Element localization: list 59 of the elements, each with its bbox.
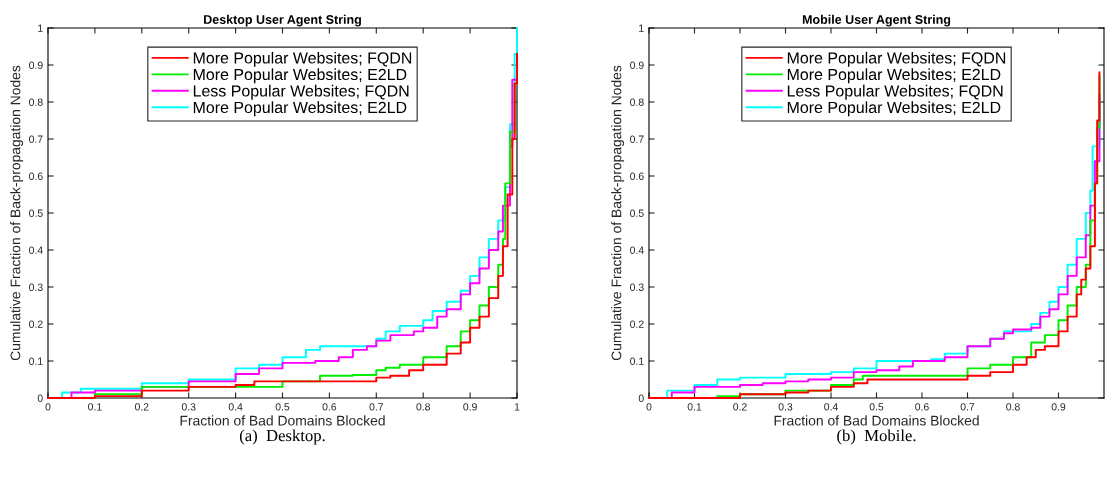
legend-label: Less Popular Websites; FQDN: [787, 84, 1003, 100]
x-tick-label: 0.7: [960, 403, 975, 411]
legend-label: More Popular Websites; E2LD: [787, 101, 1001, 117]
y-tick-label: 0.9: [630, 61, 644, 69]
y-tick-label: 0.3: [29, 283, 43, 291]
x-tick-label: 0.8: [416, 403, 430, 411]
x-tick-label: 1: [514, 403, 520, 411]
x-tick-label: 0.1: [687, 403, 702, 411]
x-tick-label: 0.3: [778, 403, 793, 411]
x-tick-label: 0.6: [915, 403, 929, 411]
x-tick-label: 0.9: [1051, 403, 1066, 411]
y-tick-label: 0.3: [630, 283, 644, 291]
y-axis-title: Cumulative Fraction of Back-propagation Nodes: [10, 65, 24, 361]
x-tick-label: 0.5: [869, 403, 884, 411]
x-tick-label: 0: [45, 403, 51, 411]
y-tick-label: 0.5: [630, 209, 644, 217]
y-tick-label: 0.1: [29, 357, 43, 365]
text: (a) Desktop.: [239, 429, 325, 445]
x-tick-label: 0.2: [134, 403, 149, 411]
x-tick-label: 0: [646, 403, 652, 411]
x-tick-label: 0.9: [463, 403, 477, 411]
y-tick-label: 0: [638, 394, 644, 402]
y-tick-label: 0.8: [29, 98, 43, 106]
x-axis-title: Fraction of Bad Domains Blocked: [180, 415, 385, 426]
x-tick-label: 0.8: [1006, 403, 1020, 411]
x-tick-label: 0.2: [733, 403, 747, 411]
x-tick-label: 0.4: [824, 403, 838, 411]
legend-label: Less Popular Websites; FQDN: [193, 84, 409, 100]
y-tick-label: 0.6: [630, 172, 644, 180]
y-tick-label: 0: [37, 394, 43, 402]
y-tick-label: 0.2: [630, 320, 644, 328]
x-tick-label: 0.5: [275, 403, 290, 411]
y-tick-label: 0.4: [630, 246, 644, 254]
y-tick-label: 0.9: [29, 61, 43, 69]
legend-label: More Popular Websites; FQDN: [787, 51, 1006, 67]
y-tick-label: 0.6: [29, 172, 43, 180]
y-tick-label: 0.4: [29, 246, 43, 254]
x-tick-label: 0.3: [181, 403, 196, 411]
y-tick-label: 0.1: [630, 357, 644, 365]
chart-title: Mobile User Agent String: [802, 14, 951, 27]
x-tick-label: 0.1: [88, 403, 102, 411]
legend-label: More Popular Websites; E2LD: [193, 68, 407, 84]
y-tick-label: 0.7: [630, 135, 644, 143]
legend-label: More Popular Websites; E2LD: [787, 68, 1001, 84]
legend-label: More Popular Websites; FQDN: [193, 51, 412, 67]
x-tick-label: 0.6: [322, 403, 337, 411]
x-tick-label: 0.4: [228, 403, 243, 411]
y-tick-label: 0.2: [29, 320, 43, 328]
y-tick-label: 1: [38, 24, 43, 32]
y-tick-label: 0.5: [29, 209, 43, 217]
x-tick-label: 0.7: [369, 403, 384, 411]
x-axis-title: Fraction of Bad Domains Blocked: [774, 415, 979, 426]
y-tick-label: 1: [639, 24, 644, 32]
legend-label: More Popular Websites; E2LD: [193, 101, 407, 117]
chart-title: Desktop User Agent String: [204, 14, 361, 27]
text: (b) Mobile.: [837, 429, 916, 445]
y-tick-label: 0.7: [29, 135, 43, 143]
y-tick-label: 0.8: [630, 98, 644, 106]
y-axis-title: Cumulative Fraction of Back-propagation Nodes: [611, 65, 625, 361]
